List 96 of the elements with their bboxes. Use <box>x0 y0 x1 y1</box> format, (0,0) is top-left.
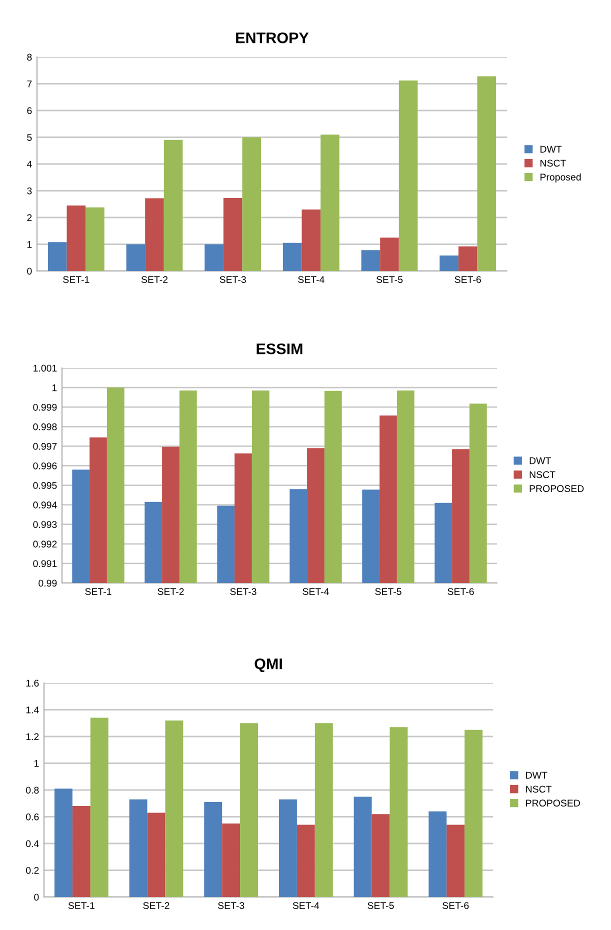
chart-title: ENTROPY <box>236 32 309 44</box>
bar <box>372 814 390 897</box>
bar <box>242 137 262 271</box>
x-tick-label: SET-5 <box>375 588 402 595</box>
bar <box>314 723 333 897</box>
bar <box>446 824 465 897</box>
bar <box>66 205 86 271</box>
legend-label: PROPOSED <box>530 485 584 492</box>
y-tick-label: 0 <box>27 268 32 275</box>
x-tick-label: SET-3 <box>230 588 256 595</box>
x-tick-label: SET-2 <box>141 276 168 283</box>
y-tick-label: 0 <box>34 894 39 901</box>
y-tick-label: 5 <box>27 134 32 141</box>
y-tick-label: 1.2 <box>26 733 39 740</box>
chart-title: QMI <box>254 658 282 672</box>
y-tick-label: 0.994 <box>33 502 57 508</box>
legend-label: NSCT <box>526 786 552 793</box>
y-tick-label: 1.6 <box>26 680 39 687</box>
legend-label: DWT <box>526 772 548 779</box>
x-tick-label: SET-1 <box>63 276 90 283</box>
bar <box>380 238 399 271</box>
legend-label: NSCT <box>540 160 566 167</box>
y-tick-label: 0.998 <box>33 423 57 430</box>
bar <box>147 812 166 897</box>
y-tick-label: 0.993 <box>33 521 57 528</box>
legend-label: PROPOSED <box>526 800 580 807</box>
bar <box>302 209 321 271</box>
y-tick-label: 1 <box>52 384 57 392</box>
y-tick-label: 0.997 <box>33 442 57 450</box>
x-tick-label: SET-6 <box>442 902 469 909</box>
chart-title: ESSIM <box>256 343 302 354</box>
x-tick-label: SET-6 <box>454 276 481 283</box>
bar <box>361 250 380 271</box>
bar <box>145 198 164 271</box>
y-tick-label: 1 <box>27 241 32 248</box>
y-tick-label: 0.99 <box>38 580 57 587</box>
x-tick-label: SET-2 <box>158 588 184 595</box>
bar <box>282 242 302 271</box>
bar <box>398 80 418 271</box>
x-tick-label: SET-5 <box>368 902 394 909</box>
legend-label: Proposed <box>540 173 581 182</box>
x-tick-label: SET-3 <box>218 902 244 909</box>
x-tick-label: SET-2 <box>143 902 170 909</box>
y-tick-label: 7 <box>27 80 32 88</box>
y-tick-label: 1 <box>34 760 39 767</box>
x-tick-label: SET-4 <box>302 588 329 595</box>
y-tick-label: 2 <box>27 214 32 222</box>
y-tick-label: 0.2 <box>26 866 39 874</box>
bar <box>90 718 108 897</box>
bar <box>390 727 408 897</box>
bar <box>72 806 90 897</box>
y-tick-label: 0.6 <box>26 813 39 820</box>
bar <box>296 824 315 897</box>
y-tick-label: 0.8 <box>26 786 39 794</box>
y-tick-label: 3 <box>27 187 32 194</box>
y-tick-label: 0.999 <box>33 404 57 411</box>
bar <box>86 207 104 271</box>
bar <box>240 723 258 897</box>
bar <box>54 788 72 897</box>
bar <box>320 134 340 271</box>
bar <box>440 255 458 271</box>
bar <box>458 246 478 271</box>
y-tick-label: 6 <box>27 107 32 114</box>
y-tick-label: 8 <box>27 54 32 61</box>
bar <box>126 244 146 271</box>
legend-label: DWT <box>530 457 551 464</box>
bar <box>204 244 224 271</box>
x-tick-label: SET-4 <box>292 902 320 909</box>
x-tick-label: SET-5 <box>376 276 403 283</box>
x-tick-label: SET-3 <box>220 276 246 283</box>
bar <box>165 720 184 897</box>
bar <box>464 730 483 897</box>
y-tick-label: 0.4 <box>26 840 39 848</box>
bar <box>223 198 242 271</box>
bar <box>204 802 222 897</box>
bar <box>129 799 148 897</box>
y-tick-label: 0.991 <box>33 560 57 568</box>
y-tick-label: 1.001 <box>34 364 57 372</box>
x-tick-label: SET-1 <box>85 588 112 595</box>
y-tick-label: 0.995 <box>33 482 57 489</box>
y-tick-label: 1.4 <box>26 706 39 714</box>
x-tick-label: SET-4 <box>298 276 324 283</box>
y-tick-label: 4 <box>26 160 32 168</box>
bar <box>164 140 183 271</box>
bar <box>428 811 447 897</box>
legend-label: NSCT <box>530 471 556 478</box>
bar <box>48 242 67 271</box>
x-tick-label: SET-1 <box>68 902 94 909</box>
y-tick-label: 0.992 <box>33 540 57 548</box>
x-tick-label: SET-6 <box>448 588 474 595</box>
bar <box>222 823 240 897</box>
bar <box>354 796 372 897</box>
y-tick-label: 0.996 <box>33 462 57 470</box>
legend-label: DWT <box>540 146 562 153</box>
bar <box>477 76 496 271</box>
bar <box>278 799 297 897</box>
